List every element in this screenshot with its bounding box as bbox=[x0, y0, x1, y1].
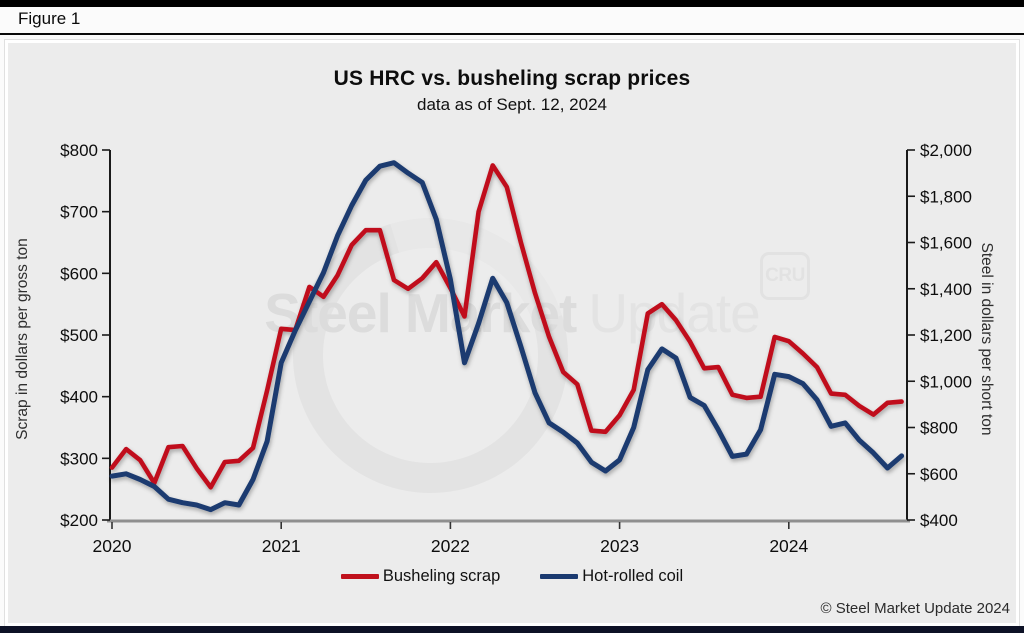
x-axis-year-label: 2020 bbox=[93, 536, 132, 556]
x-axis-year-label: 2021 bbox=[262, 536, 301, 556]
figure-label: Figure 1 bbox=[18, 9, 81, 28]
hot-rolled-coil-line bbox=[109, 160, 905, 513]
x-axis-year-label: 2024 bbox=[769, 536, 808, 556]
busheling-scrap-swatch bbox=[340, 574, 379, 579]
right-axis-tick-label: $2,000 bbox=[920, 141, 972, 160]
left-axis-tick-label: $500 bbox=[60, 326, 98, 345]
left-axis-tick-label: $200 bbox=[60, 511, 98, 530]
chart-title: US HRC vs. busheling scrap prices bbox=[333, 67, 691, 90]
busheling-scrap-line bbox=[109, 163, 904, 490]
hot-rolled-coil-swatch bbox=[540, 574, 579, 579]
left-axis-tick-label: $700 bbox=[60, 203, 98, 222]
left-axis-tick-label: $300 bbox=[60, 449, 98, 468]
left-axis-tick-label: $400 bbox=[60, 388, 98, 407]
left-axis-tick-label: $800 bbox=[60, 141, 98, 160]
watermark-text-light: Update bbox=[588, 282, 760, 344]
right-axis-tick-label: $1,800 bbox=[920, 187, 972, 206]
right-axis-tick-label: $1,600 bbox=[920, 234, 972, 253]
x-axis-year-label: 2022 bbox=[431, 536, 470, 556]
chart-legend: Busheling scrap Hot-rolled coil bbox=[0, 567, 1024, 586]
window-bottom-bar bbox=[0, 626, 1024, 633]
copyright-note: © Steel Market Update 2024 bbox=[820, 600, 1011, 617]
window-top-bar bbox=[0, 0, 1024, 7]
right-axis-tick-label: $400 bbox=[920, 511, 958, 530]
legend-label-busheling-scrap: Busheling scrap bbox=[382, 567, 501, 585]
chart-panel: US HRC vs. busheling scrap prices data a… bbox=[5, 40, 1019, 626]
right-axis-tick-label: $1,000 bbox=[920, 372, 972, 391]
right-axis-tick-label: $600 bbox=[920, 465, 958, 484]
right-axis-tick-label: $1,200 bbox=[920, 326, 972, 345]
header-divider bbox=[0, 33, 1024, 35]
chart-subtitle: data as of Sept. 12, 2024 bbox=[417, 95, 607, 114]
right-axis-tick-label: $800 bbox=[920, 419, 958, 438]
cru-logo: CRU bbox=[760, 252, 810, 300]
legend-item-hot-rolled-coil: Hot-rolled coil bbox=[540, 567, 683, 586]
right-axis-tick-label: $1,400 bbox=[920, 280, 972, 299]
x-axis-year-label: 2023 bbox=[600, 536, 639, 556]
legend-item-busheling-scrap: Busheling scrap bbox=[340, 567, 501, 586]
legend-label-hot-rolled-coil: Hot-rolled coil bbox=[582, 567, 684, 585]
left-axis-tick-label: $600 bbox=[60, 264, 98, 283]
